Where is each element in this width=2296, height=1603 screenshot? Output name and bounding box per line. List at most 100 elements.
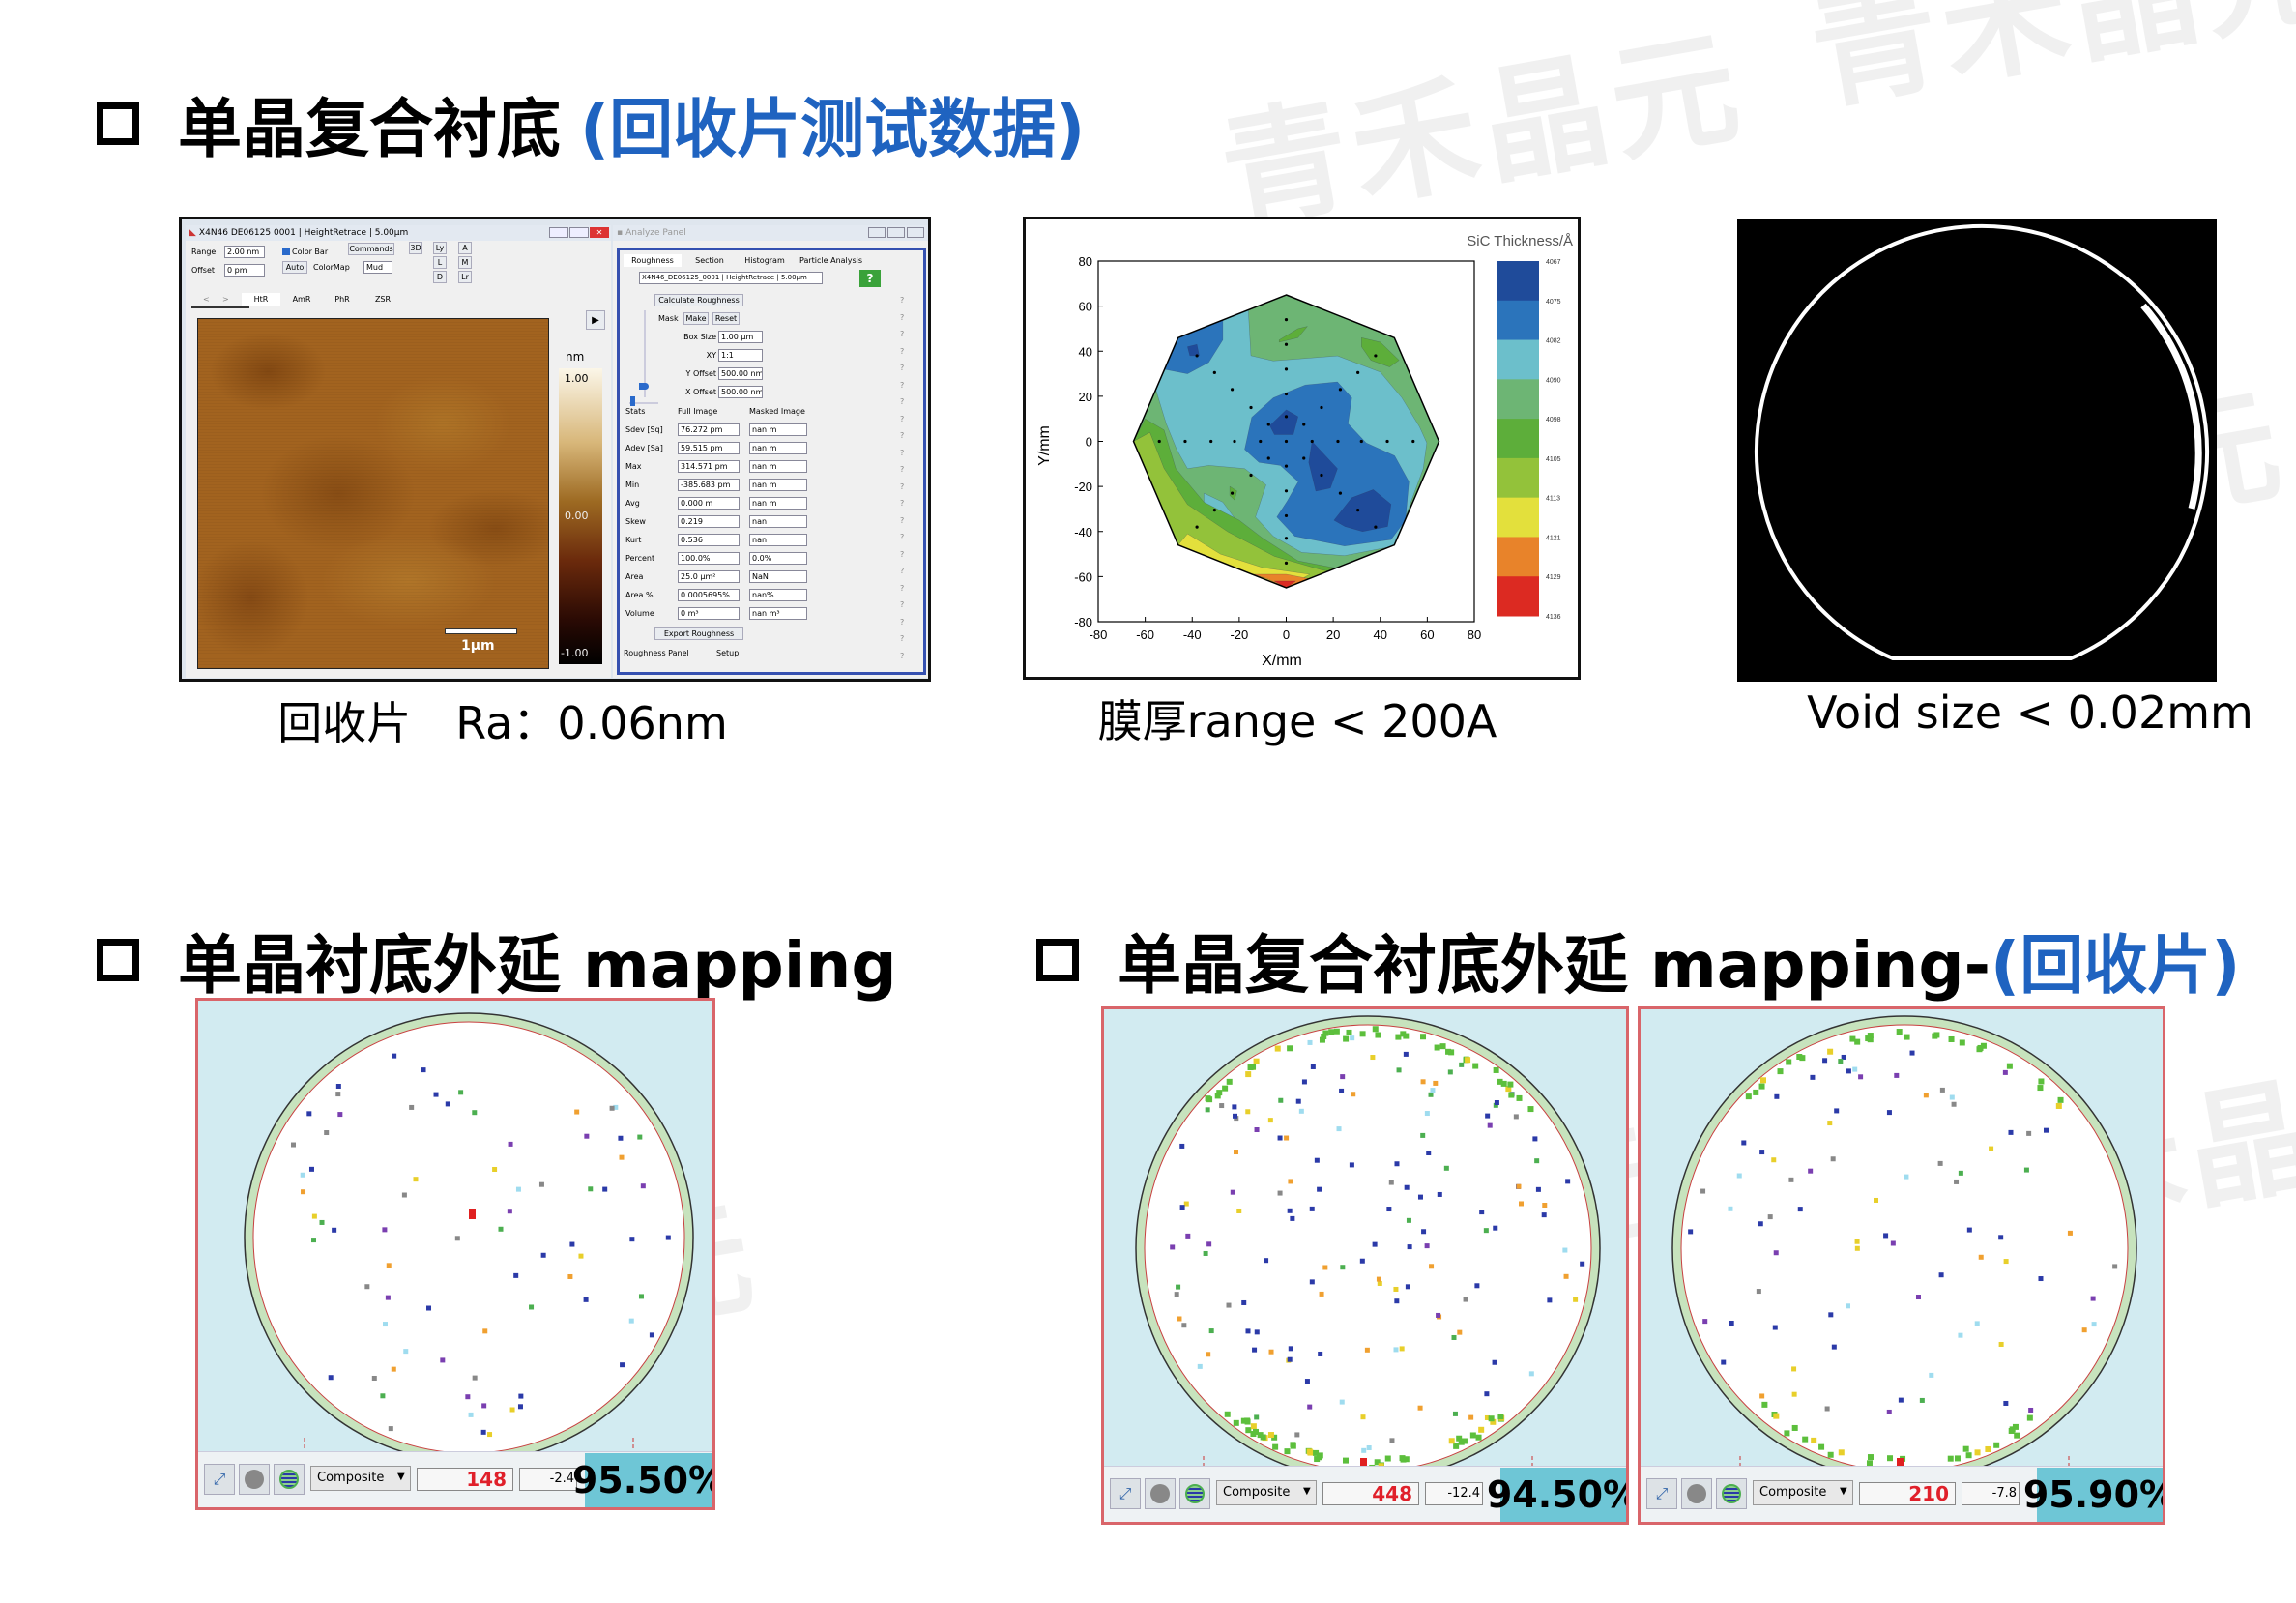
tool-button[interactable]: L xyxy=(433,256,447,269)
tool-button[interactable]: M xyxy=(458,256,472,269)
contour-region xyxy=(1273,580,1296,588)
edge-defect-dot xyxy=(1516,1094,1523,1101)
layer-dropdown[interactable]: Composite xyxy=(1753,1480,1853,1505)
xy-input[interactable]: 1:1 xyxy=(718,349,763,362)
help-icon[interactable]: ? xyxy=(900,330,905,338)
defect-dot xyxy=(1841,1054,1846,1060)
chevron-down-icon[interactable]: ▼ xyxy=(397,1472,405,1482)
roughness-panel-button[interactable]: Roughness Panel xyxy=(624,649,689,657)
chevron-down-icon[interactable]: ▼ xyxy=(1840,1486,1847,1497)
grid-wafer-icon[interactable] xyxy=(274,1464,305,1495)
tab-roughness[interactable]: Roughness xyxy=(624,254,682,267)
tool-button[interactable]: A xyxy=(458,242,472,254)
wafer-texture-icon[interactable] xyxy=(239,1464,270,1495)
range-input[interactable]: 2.00 nm xyxy=(224,246,265,258)
make-button[interactable]: Make xyxy=(683,312,709,325)
tool-button[interactable]: D xyxy=(433,271,447,283)
restore-button[interactable] xyxy=(887,227,905,238)
help-button[interactable]: ? xyxy=(859,270,881,287)
help-icon[interactable]: ? xyxy=(900,499,905,508)
export-roughness-button[interactable]: Export Roughness xyxy=(654,627,743,640)
help-icon[interactable]: ? xyxy=(900,549,905,559)
help-icon[interactable]: ? xyxy=(900,634,905,643)
wafer-texture-icon[interactable] xyxy=(1145,1478,1176,1509)
help-icon[interactable]: ? xyxy=(900,431,905,440)
help-icon[interactable]: ? xyxy=(900,465,905,474)
defect-dot xyxy=(1174,1292,1179,1297)
edge-defect-dot xyxy=(1887,1455,1894,1462)
defect-dot xyxy=(1278,1097,1284,1103)
help-icon[interactable]: ? xyxy=(900,567,905,575)
colorbar-checkbox[interactable] xyxy=(282,248,290,255)
title-sub: (回收片测试数据) xyxy=(580,92,1086,166)
tool-button[interactable]: Lr xyxy=(458,271,472,283)
chevron-down-icon[interactable]: ▼ xyxy=(1303,1486,1311,1497)
fit-view-icon[interactable]: ⤢ xyxy=(204,1464,235,1495)
fit-view-icon[interactable]: ⤢ xyxy=(1646,1478,1677,1509)
help-icon[interactable]: ? xyxy=(900,600,905,609)
commands-dropdown[interactable]: Commands xyxy=(348,243,394,255)
help-icon[interactable]: ? xyxy=(900,364,905,372)
help-icon[interactable]: ? xyxy=(900,651,905,660)
tab-histogram[interactable]: Histogram xyxy=(744,256,785,265)
layer-dropdown[interactable]: Composite xyxy=(1216,1480,1317,1505)
3d-button[interactable]: 3D xyxy=(409,242,422,254)
tab-amr[interactable]: AmR xyxy=(292,295,311,304)
layer-dropdown[interactable]: Composite xyxy=(310,1466,411,1491)
help-icon[interactable]: ? xyxy=(900,617,905,627)
defect-dot xyxy=(1433,1080,1439,1086)
help-icon[interactable]: ? xyxy=(900,481,905,491)
help-icon[interactable]: ? xyxy=(900,312,905,322)
tab-zsr[interactable]: ZSR xyxy=(374,295,392,304)
edge-defect-dot xyxy=(1490,1418,1497,1425)
edge-defect-dot xyxy=(1403,1033,1410,1039)
next-button[interactable]: > xyxy=(222,295,229,304)
help-icon[interactable]: ? xyxy=(900,397,905,406)
wafer-texture-icon[interactable] xyxy=(1681,1478,1712,1509)
minimize-button[interactable] xyxy=(868,227,886,238)
calculate-roughness-button[interactable]: Calculate Roughness xyxy=(654,294,743,306)
x-tick-label: 40 xyxy=(1374,627,1387,642)
help-icon[interactable]: ? xyxy=(900,448,905,457)
x-offset-input[interactable]: 500.00 nm xyxy=(718,386,763,398)
stats-header: Stats xyxy=(625,407,646,416)
box-size-input[interactable]: 1.00 μm xyxy=(718,331,763,343)
reset-button[interactable]: Reset xyxy=(712,312,740,325)
edge-defect-dot xyxy=(1505,1086,1512,1093)
vertical-slider-track[interactable] xyxy=(644,310,646,397)
y-offset-slider-handle[interactable] xyxy=(639,383,649,390)
help-icon[interactable]: ? xyxy=(900,583,905,593)
grid-wafer-icon[interactable] xyxy=(1179,1478,1210,1509)
y-offset-input[interactable]: 500.00 nm xyxy=(718,367,763,380)
offset-input[interactable]: 0 pm xyxy=(224,264,265,277)
minimize-button[interactable] xyxy=(549,227,568,238)
horizontal-slider-track[interactable] xyxy=(629,402,658,404)
auto-button[interactable]: Auto xyxy=(282,261,307,274)
fit-view-icon[interactable]: ⤢ xyxy=(1110,1478,1141,1509)
colormap-select[interactable]: Mud xyxy=(363,261,392,274)
defect-dot xyxy=(1989,1146,1994,1151)
close-button[interactable] xyxy=(907,227,924,238)
tab-phr[interactable]: PhR xyxy=(334,295,350,304)
help-icon[interactable]: ? xyxy=(900,380,905,390)
help-icon[interactable]: ? xyxy=(900,533,905,541)
help-icon[interactable]: ? xyxy=(900,515,905,525)
prev-button[interactable]: < xyxy=(203,295,210,304)
setup-button[interactable]: Setup xyxy=(716,649,740,657)
help-icon[interactable]: ? xyxy=(900,346,905,356)
maximize-button[interactable] xyxy=(569,227,589,238)
measurement-point xyxy=(1320,405,1323,410)
x-offset-slider-handle[interactable] xyxy=(630,396,635,406)
tab-section[interactable]: Section xyxy=(695,256,724,265)
file-select[interactable]: X4N46_DE06125_0001 | HeightRetrace | 5.0… xyxy=(639,272,823,284)
grid-wafer-icon[interactable] xyxy=(1716,1478,1747,1509)
close-button[interactable]: ✕ xyxy=(590,227,609,238)
help-icon[interactable]: ? xyxy=(900,296,905,305)
stat-masked-value: nan xyxy=(749,534,807,546)
tab-particle-analysis[interactable]: Particle Analysis xyxy=(799,256,863,265)
tab-htr[interactable]: HtR xyxy=(242,293,280,306)
x-tick-label: 20 xyxy=(1326,627,1340,642)
help-icon[interactable]: ? xyxy=(900,414,905,423)
play-arrow-icon[interactable]: ▶ xyxy=(586,310,605,330)
tool-button[interactable]: Ly xyxy=(433,242,447,254)
